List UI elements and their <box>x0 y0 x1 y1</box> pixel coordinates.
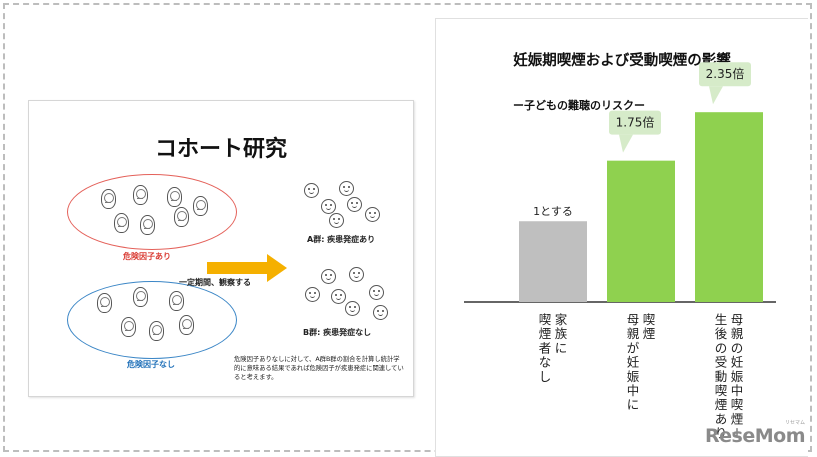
category-label-char: 動 <box>715 369 728 384</box>
no-risk-label: 危険因子なし <box>127 360 175 369</box>
watermark-subtext: リセマム <box>784 420 805 426</box>
bar-value-label: 2.35倍 <box>706 66 745 81</box>
category-label-char: 家 <box>555 312 568 327</box>
value-callout-box <box>609 110 661 135</box>
category-label-char: 喫 <box>715 383 728 398</box>
category-label-char: り <box>715 426 728 441</box>
category-label-char: 中 <box>731 383 744 398</box>
category-label-char: 煙 <box>731 411 744 426</box>
baby-icon <box>169 291 184 311</box>
category-label-char: 親 <box>627 326 640 341</box>
category-label-char: 妊 <box>731 355 744 370</box>
category-label-char: な <box>539 355 552 370</box>
category-label-char: 煙 <box>539 326 552 341</box>
baby-icon <box>149 321 164 341</box>
category-label-char: の <box>731 340 744 355</box>
category-label-char: 者 <box>539 340 552 355</box>
baby-icon <box>97 293 112 313</box>
category-label-char: 娠 <box>731 369 744 384</box>
category-label-char: 母 <box>731 312 744 327</box>
bar-value-label: 1とする <box>533 205 573 218</box>
category-label-char: 受 <box>715 355 728 370</box>
category-label-char: 娠 <box>627 369 640 384</box>
category-label-char: 親 <box>731 326 744 341</box>
bar-value-label: 1.75倍 <box>616 115 655 130</box>
category-label-char: の <box>715 340 728 355</box>
value-callout-box <box>699 62 751 87</box>
category-label-char: 族 <box>555 326 568 341</box>
face-icon <box>373 305 388 320</box>
face-icon <box>339 181 354 196</box>
baby-icon <box>193 196 208 216</box>
smoking-effect-panel: 妊娠期喫煙および受動喫煙の影響 ー子どもの難聴のリスクー 1とする家族に喫煙者な… <box>435 18 808 457</box>
group-b-label: B群: 疾患発症なし <box>303 328 372 337</box>
risk-group-ellipse <box>67 174 237 250</box>
baby-icon <box>179 315 194 335</box>
category-label-char: に <box>555 340 568 355</box>
baby-icon <box>174 207 189 227</box>
resemom-logo: ReseMom リセマム <box>705 420 805 447</box>
category-label-char: 煙 <box>643 326 656 341</box>
cohort-title: コホート研究 <box>154 137 287 162</box>
face-icon <box>321 269 336 284</box>
cohort-study-panel: コホート研究 危険因子あり 危険因子なし 一定期間、観察する A群: 疾患発症あ… <box>28 100 414 397</box>
face-icon <box>345 301 360 316</box>
chart-bar <box>607 160 675 302</box>
face-icon <box>365 207 380 222</box>
explanation-note: 危険因子ありなしに対して、A群B群の割合を計算し統計学的に意味ある結果であれば危… <box>234 356 404 381</box>
chart-subtitle: ー子どもの難聴のリスクー <box>513 99 645 112</box>
risk-label: 危険因子あり <box>123 252 171 261</box>
observation-label: 一定期間、観察する <box>179 278 251 287</box>
face-icon <box>349 267 364 282</box>
face-icon <box>304 183 319 198</box>
category-label-char: 中 <box>627 383 640 398</box>
dashed-frame <box>3 3 812 452</box>
face-icon <box>329 213 344 228</box>
chart-title: 妊娠期喫煙および受動喫煙の影響 <box>513 53 731 69</box>
group-a-label: A群: 疾患発症あり <box>307 235 376 244</box>
baby-icon <box>101 189 116 209</box>
face-icon <box>331 289 346 304</box>
face-icon <box>305 287 320 302</box>
baby-icon <box>133 287 148 307</box>
category-label-char: 生 <box>715 312 728 327</box>
category-label-char: に <box>627 397 640 412</box>
category-label-char: 妊 <box>627 355 640 370</box>
value-callout-pointer <box>619 134 633 153</box>
category-label-char: あ <box>715 411 728 426</box>
category-label-char: が <box>627 340 640 355</box>
observation-arrow <box>207 254 287 282</box>
watermark-text: ReseMom <box>705 425 805 447</box>
category-label-char: 喫 <box>643 312 656 327</box>
face-icon <box>347 197 362 212</box>
face-icon <box>321 199 336 214</box>
category-label-char: 煙 <box>715 397 728 412</box>
value-callout-pointer <box>709 86 723 105</box>
category-label-char: 喫 <box>539 312 552 327</box>
chart-bar <box>695 112 763 302</box>
baby-icon <box>133 185 148 205</box>
face-icon <box>369 285 384 300</box>
baby-icon <box>140 215 155 235</box>
baby-icon <box>121 317 136 337</box>
no-risk-group-ellipse <box>67 281 237 359</box>
baby-icon <box>114 213 129 233</box>
baby-icon <box>167 187 182 207</box>
category-label-char: 喫 <box>731 397 744 412</box>
risk-bar-chart: 1とする家族に喫煙者なし1.75倍喫煙母親が妊娠中に2.35倍母親の妊娠中喫煙＋… <box>464 62 776 441</box>
category-label-char: 母 <box>627 312 640 327</box>
category-label-char: し <box>539 369 552 384</box>
chart-bar <box>519 221 587 302</box>
category-label-char: ＋ <box>731 426 744 441</box>
category-label-char: 後 <box>715 326 728 341</box>
